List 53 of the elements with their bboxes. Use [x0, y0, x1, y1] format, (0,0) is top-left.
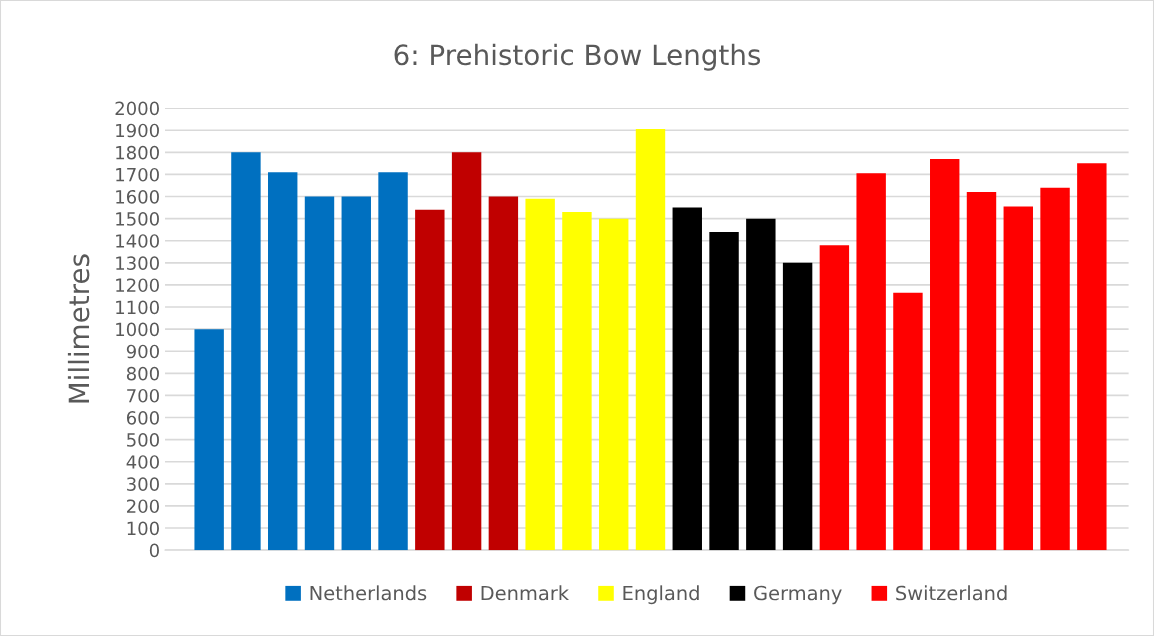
y-tick-label: 900	[126, 344, 159, 359]
bar	[194, 329, 224, 551]
bar	[1003, 206, 1033, 551]
y-tick-label: 300	[127, 477, 159, 491]
bar	[635, 129, 666, 551]
y-tick-label: 500	[127, 433, 159, 447]
y-tick-label: 800	[126, 366, 159, 381]
bar	[819, 245, 850, 551]
bar	[268, 172, 298, 551]
bar	[378, 172, 408, 551]
bar	[562, 211, 592, 551]
bar	[893, 292, 923, 551]
y-tick-label: 700	[127, 388, 159, 403]
bar	[966, 192, 997, 551]
bar	[304, 196, 335, 551]
y-tick-label: 1100	[116, 300, 159, 315]
y-tick-label: 1000	[116, 322, 159, 337]
bar	[1040, 187, 1070, 551]
bar	[746, 218, 776, 551]
y-tick-label: 1800	[116, 145, 159, 160]
y-tick-label: 1400	[116, 234, 159, 248]
bar	[782, 262, 813, 551]
bar	[709, 231, 739, 551]
bar	[1077, 163, 1107, 551]
y-tick-label: 1300	[116, 256, 159, 270]
legend-label: Netherlands	[310, 585, 427, 601]
y-tick-label: 1600	[116, 189, 159, 204]
y-tick-label: 200	[127, 499, 159, 514]
bar	[341, 196, 371, 551]
bar	[488, 196, 519, 551]
y-axis-title: Millimetres	[67, 254, 90, 403]
legend-label: Switzerland	[896, 585, 1007, 601]
bar	[415, 209, 445, 551]
y-tick-label: 1200	[116, 278, 159, 293]
y-tick-label: 0	[149, 543, 159, 558]
bar	[930, 158, 960, 551]
y-tick-label: 1900	[116, 123, 159, 138]
bar	[672, 207, 702, 551]
bar	[856, 173, 886, 551]
bar	[231, 152, 261, 551]
y-tick-label: 1700	[116, 167, 159, 182]
legend-label: Germany	[754, 585, 842, 605]
y-tick-label: 1500	[116, 212, 159, 226]
legend-label: Denmark	[481, 585, 570, 601]
y-tick-label: 2000	[115, 101, 159, 116]
bar	[451, 152, 482, 551]
y-tick-label: 400	[126, 455, 159, 469]
bar	[525, 198, 555, 551]
bar	[599, 218, 629, 551]
y-tick-label: 100	[127, 521, 159, 536]
legend-label: England	[623, 585, 699, 605]
y-tick-label: 600	[126, 410, 159, 425]
chart-title: 6: Prehistoric Bow Lengths	[394, 43, 761, 71]
